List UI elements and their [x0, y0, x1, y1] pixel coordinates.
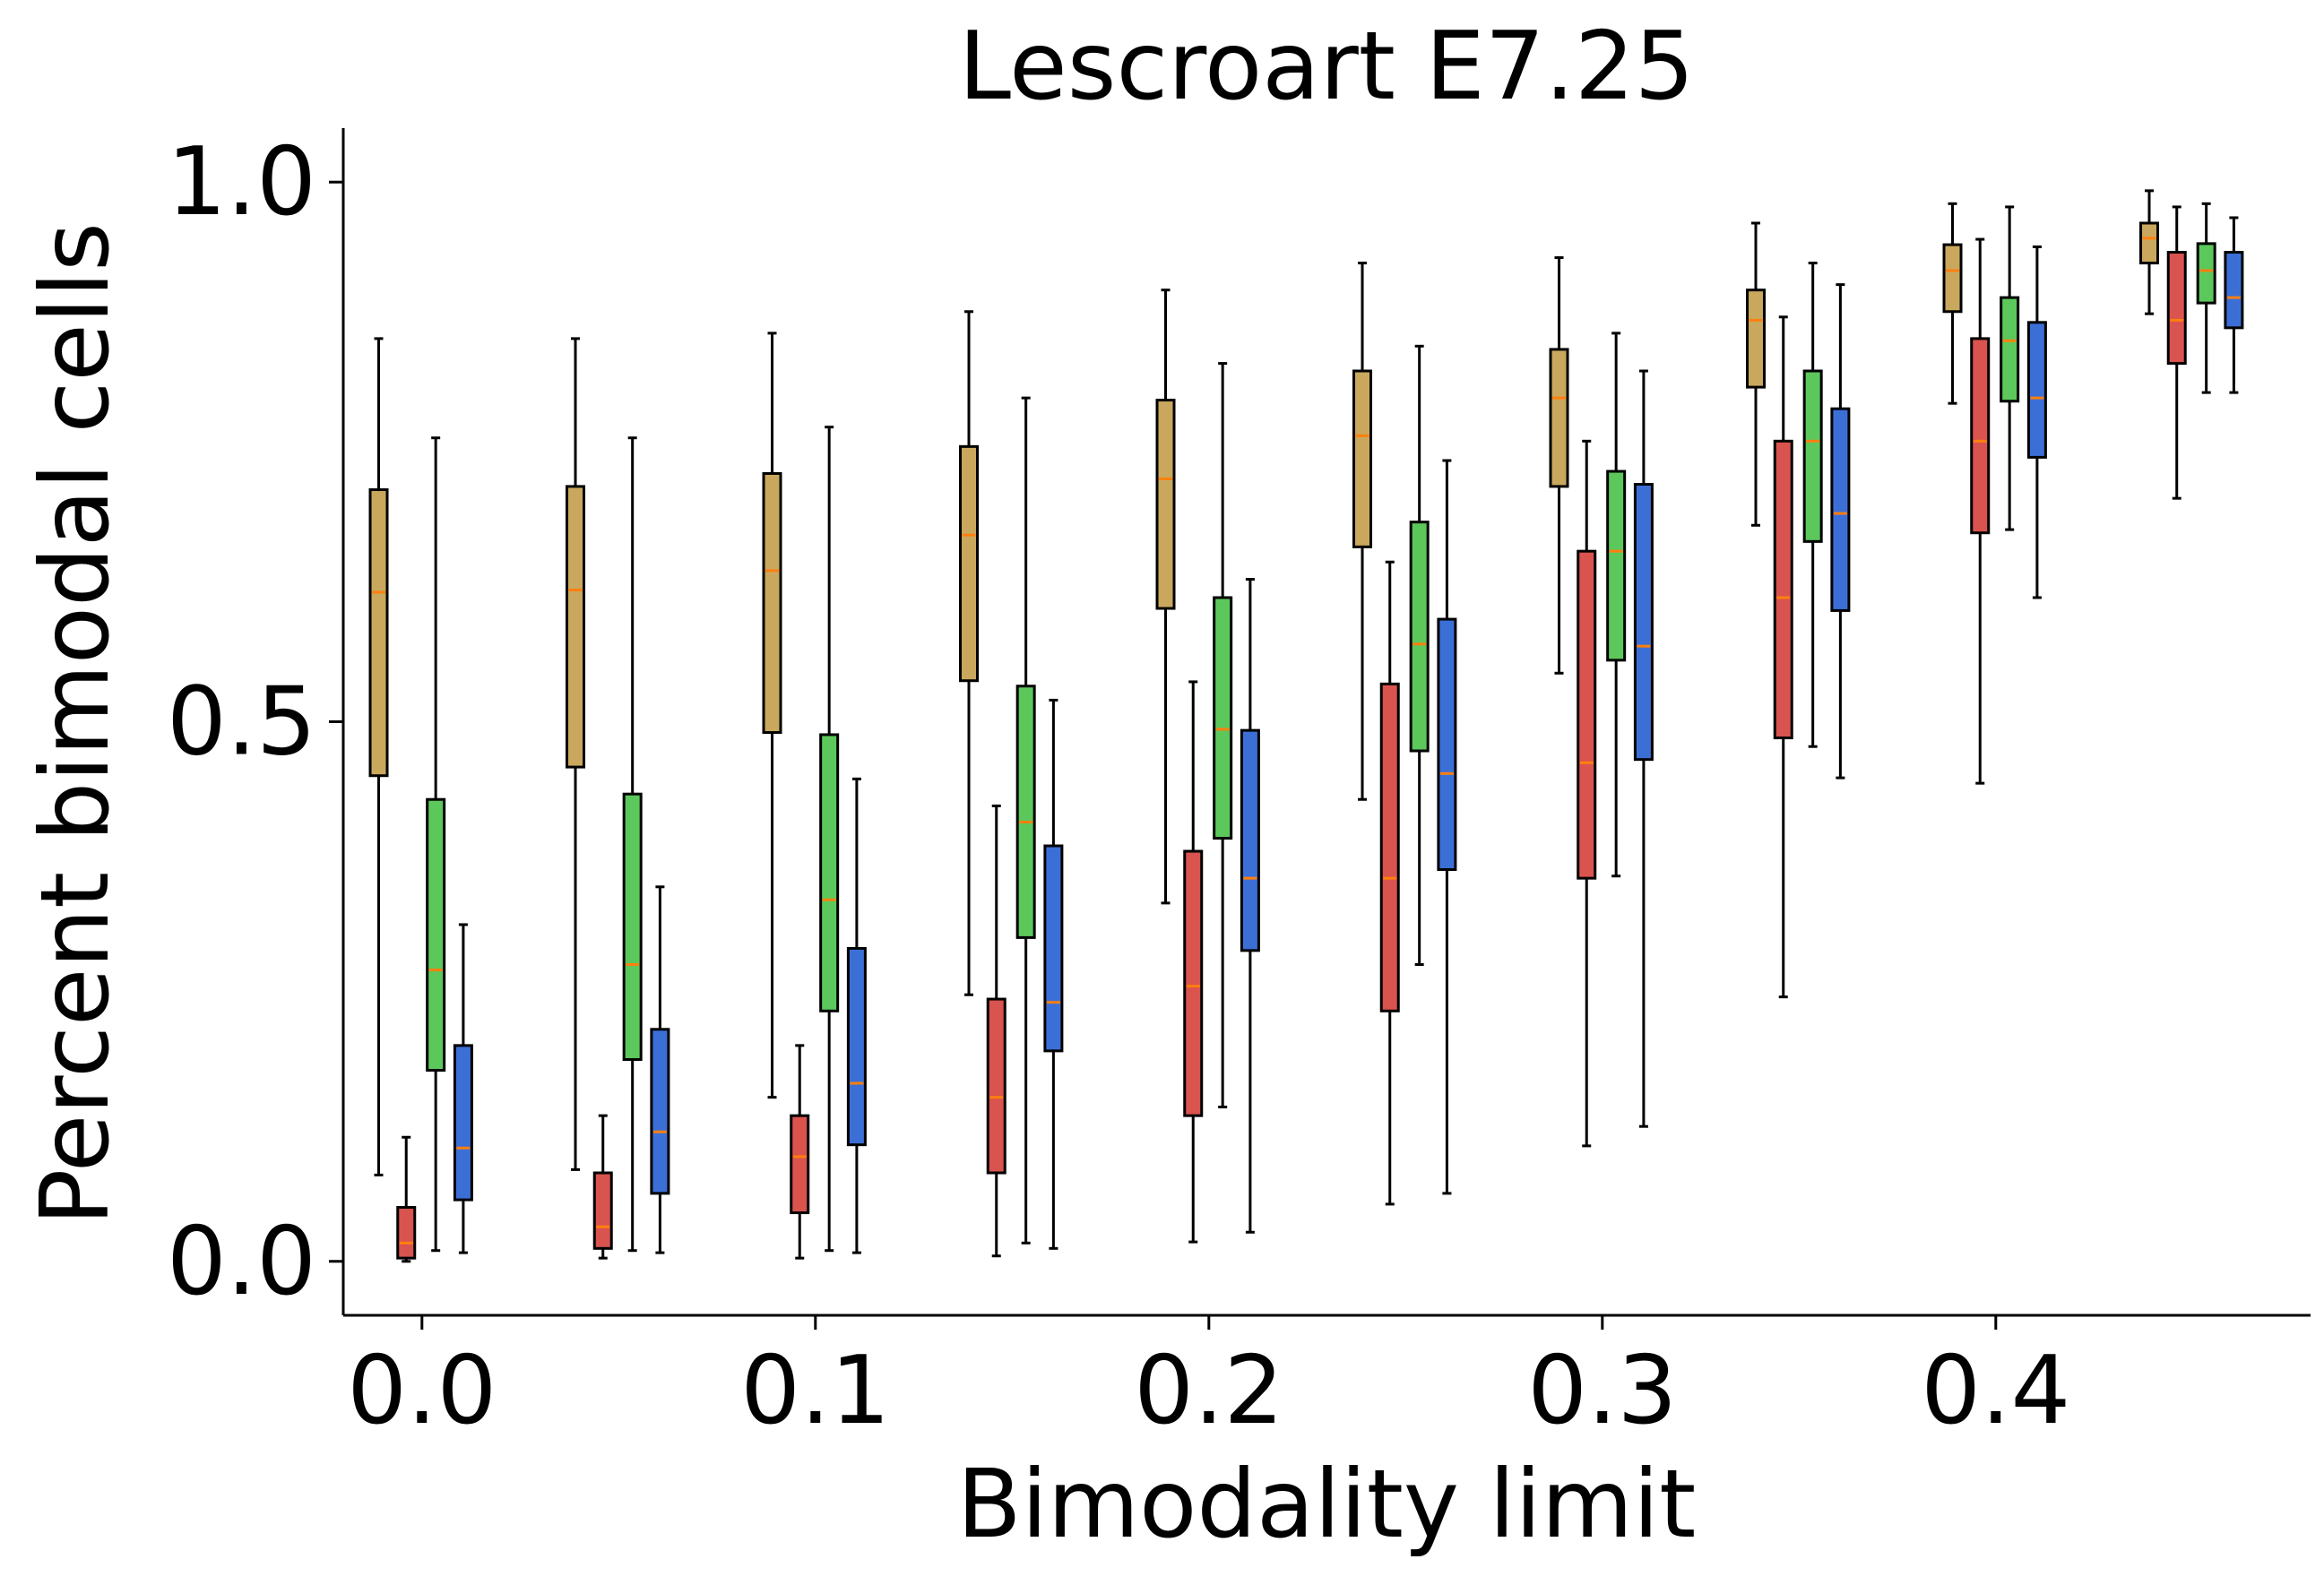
box-series-1 [1746, 289, 1767, 389]
box-series-3 [1409, 521, 1430, 753]
box-series-4 [453, 1044, 473, 1202]
box-series-1 [959, 444, 980, 683]
box-series-3 [1213, 596, 1233, 840]
box-series-3 [1802, 369, 1823, 543]
box-series-2 [1970, 337, 1991, 535]
box-series-4 [1043, 844, 1064, 1053]
box-series-3 [622, 792, 643, 1062]
box-series-1 [368, 488, 389, 778]
box-series-4 [1830, 407, 1851, 612]
y-tick-label: 1.0 [167, 127, 316, 237]
box-series-2 [1577, 549, 1597, 880]
box-series-4 [1240, 728, 1260, 952]
box-series-1 [1155, 399, 1176, 610]
plot-area: 0.0 0.5 1.0 0.0 0.1 0.2 0.3 0.4 [167, 127, 2311, 1445]
x-tick-label: 0.0 [347, 1336, 497, 1445]
box-series-1 [1942, 243, 1963, 314]
box-series-4 [1437, 617, 1457, 872]
y-axis-label: Percent bimodal cells [21, 222, 130, 1226]
box-series-3 [426, 797, 446, 1072]
box-series-4 [2026, 321, 2047, 459]
box-series-1 [566, 485, 586, 769]
box-series-4 [650, 1028, 670, 1195]
box-series-2 [1379, 682, 1400, 1012]
box-series-2 [790, 1114, 810, 1215]
box-series-1 [1352, 369, 1373, 548]
box-series-3 [1606, 469, 1627, 662]
x-tick-label: 0.2 [1134, 1336, 1283, 1445]
box-series-1 [1549, 348, 1569, 488]
box-series-3 [2196, 242, 2216, 305]
y-tick-label: 0.5 [167, 668, 316, 777]
box-series-3 [2000, 296, 2020, 403]
chart-title: Lescroart E7.25 [959, 12, 1695, 121]
box-series-2 [986, 997, 1006, 1175]
y-tick-label: 0.0 [167, 1207, 316, 1316]
box-series-1 [2139, 221, 2160, 265]
box-series-4 [846, 946, 867, 1147]
box-series-2 [1773, 439, 1793, 740]
x-tick-label: 0.1 [740, 1336, 890, 1445]
box-series-4 [1633, 483, 1654, 762]
box-series-2 [1183, 849, 1204, 1117]
box-series-2 [592, 1171, 613, 1250]
box-series-3 [1015, 685, 1036, 939]
box-series-3 [819, 733, 840, 1012]
box-series-2 [396, 1206, 417, 1260]
x-tick-label: 0.4 [1921, 1336, 2070, 1445]
box-series-2 [2166, 251, 2187, 366]
x-tick-label: 0.3 [1527, 1336, 1677, 1445]
box-series-4 [2224, 251, 2244, 330]
x-axis-label: Bimodality limit [957, 1450, 1697, 1559]
box-series-1 [762, 471, 782, 735]
